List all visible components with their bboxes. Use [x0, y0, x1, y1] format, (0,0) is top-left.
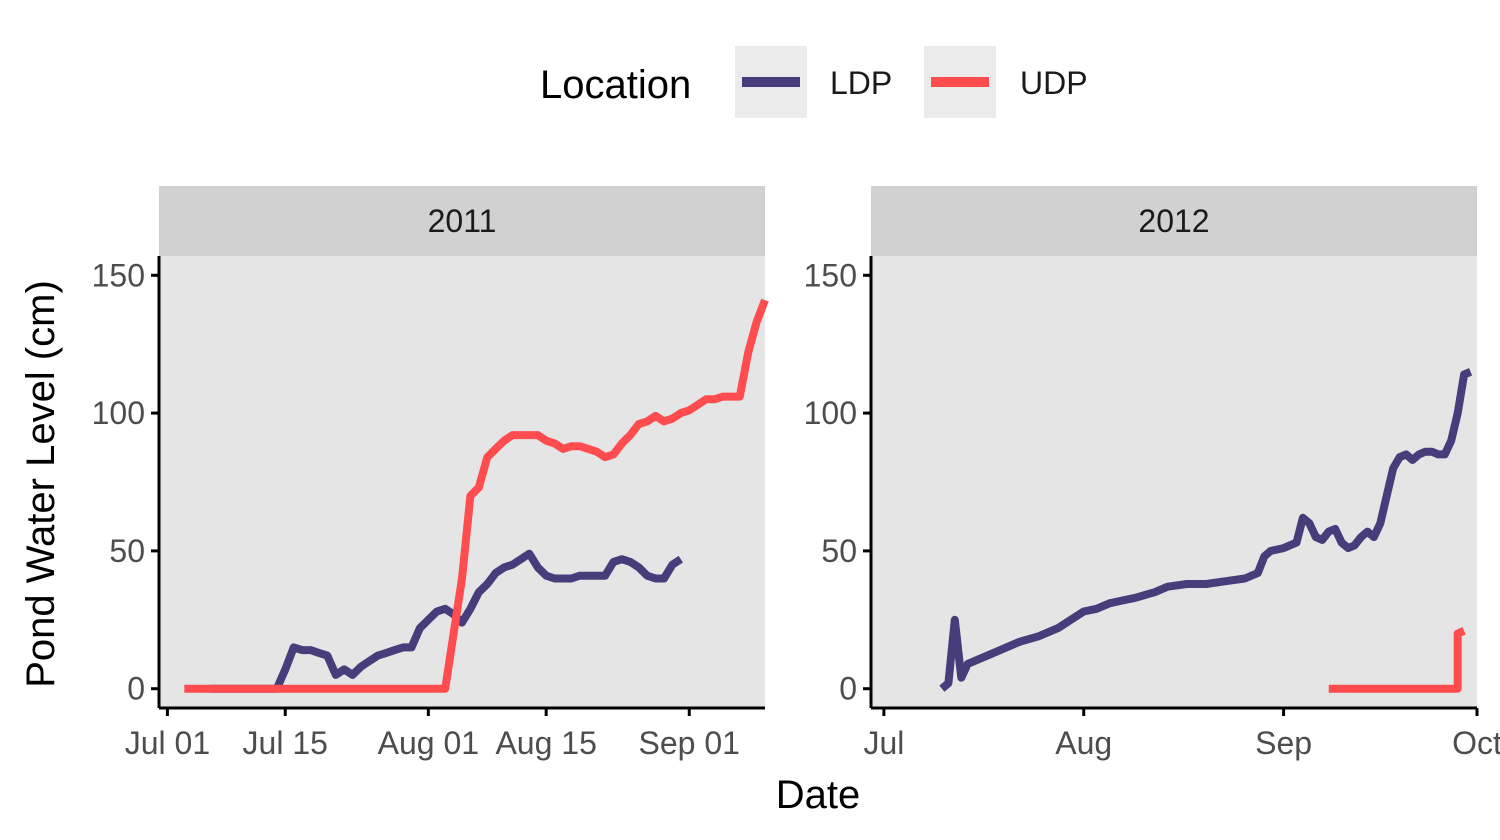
legend-label-udp: UDP: [1020, 65, 1088, 101]
x-tick-label: Aug 01: [378, 725, 479, 761]
series-line-udp-2012: [1328, 627, 1466, 693]
legend-label-ldp: LDP: [830, 65, 892, 101]
x-tick-label: Sep 01: [639, 725, 740, 761]
x-tick-label: Jul 15: [243, 725, 328, 761]
x-ticks-2012: Jul Aug Sep Oct: [863, 708, 1500, 761]
panel-2012: 2012 0 50 100 150 Jul Aug Sep Oct: [804, 186, 1500, 761]
x-axis-title: Date: [776, 773, 861, 817]
y-tick-label: 50: [109, 533, 145, 569]
series-line-ldp-2012: [939, 368, 1473, 692]
x-tick-label: Aug 15: [495, 725, 596, 761]
panel-2011: 2011 0 50 100 150 Jul 01 Jul 15 Aug 01 Aug 15 S…: [92, 186, 769, 761]
plot-area-2012: [871, 256, 1477, 708]
plot-area-2011: [159, 256, 765, 708]
y-tick-label: 150: [92, 257, 145, 293]
y-tick-label: 50: [821, 533, 857, 569]
x-tick-label: Jul 01: [125, 725, 210, 761]
legend-title: Location: [540, 63, 691, 107]
marks-2011: [184, 298, 769, 693]
series-line-udp-2011: [184, 298, 769, 693]
strip-2012: [871, 186, 1477, 256]
y-tick-label: 150: [804, 257, 857, 293]
y-ticks-2012: 0 50 100 150: [804, 257, 871, 707]
legend: Location LDP UDP: [540, 46, 1088, 118]
strip-label-2012: 2012: [1138, 203, 1209, 239]
y-tick-label: 100: [92, 395, 145, 431]
strip-label-2011: 2011: [428, 203, 497, 239]
y-tick-label: 0: [127, 671, 145, 707]
marks-2012: [939, 368, 1473, 693]
y-ticks-2011: 0 50 100 150: [92, 257, 159, 707]
x-tick-label: Oct: [1452, 725, 1500, 761]
y-tick-label: 100: [804, 395, 857, 431]
x-tick-label: Sep: [1255, 725, 1312, 761]
y-axis-title: Pond Water Level (cm): [19, 280, 63, 688]
x-tick-label: Jul: [863, 725, 904, 761]
series-line-ldp-2011: [209, 549, 683, 693]
x-ticks-2011: Jul 01 Jul 15 Aug 01 Aug 15 Sep 01: [125, 708, 740, 761]
strip-2011: [159, 186, 765, 256]
y-tick-label: 0: [839, 671, 857, 707]
x-tick-label: Aug: [1055, 725, 1112, 761]
